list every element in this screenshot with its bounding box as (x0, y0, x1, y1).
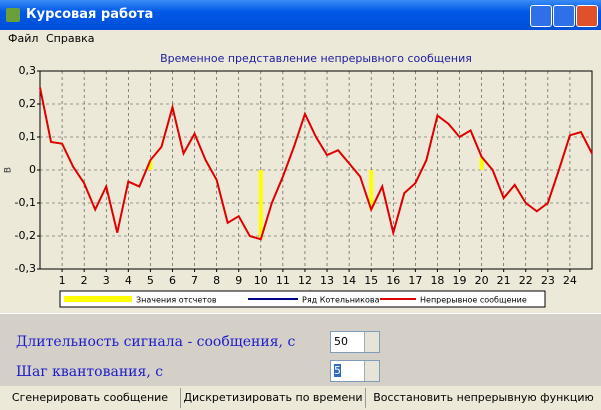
x-tick-label: 6 (169, 274, 176, 287)
y-tick-label: -0,2 (15, 229, 36, 242)
chart-title: Временное представление непрерывного соо… (160, 52, 472, 65)
minimize-button[interactable] (530, 5, 552, 27)
input-value: 50 (334, 335, 348, 348)
x-tick-label: 11 (276, 274, 290, 287)
sample-bar (148, 160, 153, 170)
number-input[interactable]: 50 (330, 331, 380, 353)
app-icon (6, 8, 20, 22)
legend-label: Значения отсчетов (136, 296, 217, 305)
spinner[interactable] (364, 332, 379, 352)
x-tick-label: 13 (320, 274, 334, 287)
series-line (39, 87, 593, 241)
x-tick-label: 8 (213, 274, 220, 287)
x-tick-label: 15 (364, 274, 378, 287)
plot-border (39, 70, 593, 270)
menu-bar: Файл Справка (0, 30, 601, 46)
spinner[interactable] (364, 361, 379, 381)
x-tick-label: 23 (541, 274, 555, 287)
y-tick-label: 0,2 (19, 97, 37, 110)
y-tick-label: 0 (29, 163, 36, 176)
number-input[interactable]: 5 (330, 360, 380, 382)
menu-item[interactable]: Справка (46, 32, 95, 45)
x-tick-label: 24 (563, 274, 577, 287)
x-tick-label: 12 (298, 274, 312, 287)
y-tick-label: 0,3 (19, 64, 37, 77)
x-tick-label: 18 (430, 274, 444, 287)
chart: Временное представление непрерывного соо… (0, 46, 601, 313)
maximize-button[interactable] (553, 5, 575, 27)
y-tick-label: -0,3 (15, 262, 36, 275)
title-bar: Курсовая работа (0, 0, 601, 30)
x-tick-label: 5 (147, 274, 154, 287)
y-tick-label: -0,1 (15, 196, 36, 209)
legend-box (59, 290, 546, 308)
field-label: Длительность сигнала - сообщения, с (16, 334, 296, 350)
control-panel: Длительность сигнала - сообщения, с 50 Ш… (0, 313, 601, 386)
x-tick-label: 9 (235, 274, 242, 287)
x-tick-label: 14 (342, 274, 356, 287)
x-tick-label: 1 (59, 274, 66, 287)
close-button[interactable] (576, 5, 598, 27)
x-tick-label: 3 (103, 274, 110, 287)
sample-bar (479, 156, 484, 170)
x-tick-label: 10 (254, 274, 268, 287)
legend-label: Ряд Котельникова (302, 296, 380, 305)
button[interactable]: Сгенерировать сообщение (0, 388, 181, 408)
y-axis-label: В (4, 167, 14, 173)
x-tick-label: 2 (81, 274, 88, 287)
window-title: Курсовая работа (26, 7, 154, 22)
x-tick-label: 21 (497, 274, 511, 287)
button[interactable]: Дискретизировать по времени (181, 388, 366, 408)
x-tick-label: 19 (453, 274, 467, 287)
x-tick-label: 17 (408, 274, 422, 287)
legend-label: Непрерывное сообщение (420, 296, 527, 305)
x-tick-label: 4 (125, 274, 132, 287)
sample-bar (369, 170, 374, 210)
field-label: Шаг квантования, с (16, 364, 164, 380)
input-value: 5 (334, 364, 341, 377)
x-tick-label: 7 (191, 274, 198, 287)
x-tick-label: 16 (386, 274, 400, 287)
sample-bar (258, 170, 263, 240)
button[interactable]: Восстановить непрерывную функцию (373, 391, 594, 404)
button-bar: Сгенерировать сообщение Дискретизировать… (0, 386, 601, 410)
x-tick-label: 22 (519, 274, 533, 287)
menu-item[interactable]: Файл (8, 32, 39, 45)
x-tick-label: 20 (475, 274, 489, 287)
y-tick-label: 0,1 (19, 130, 37, 143)
